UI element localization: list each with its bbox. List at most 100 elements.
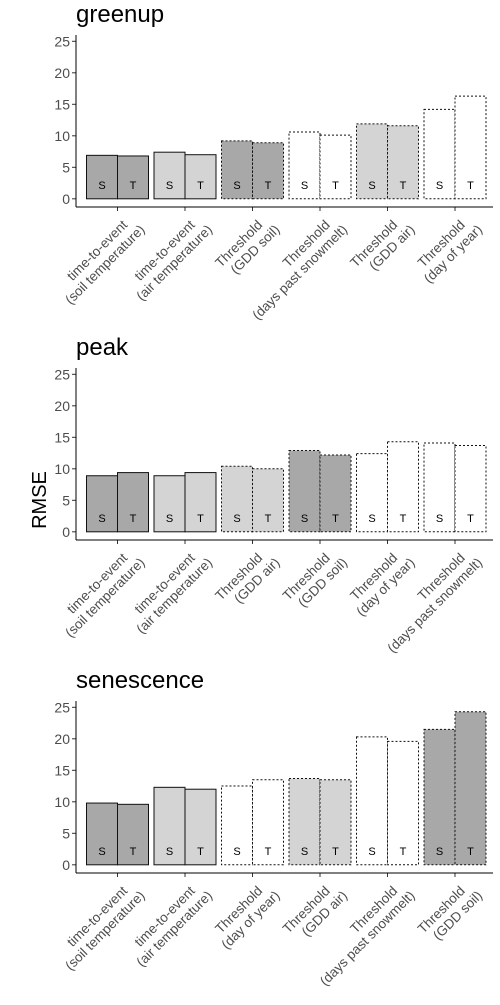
bar xyxy=(252,142,284,200)
bar-label: S xyxy=(166,180,173,192)
bar xyxy=(86,475,118,533)
bar xyxy=(153,151,186,200)
bar-label: S xyxy=(98,180,105,192)
bar-label: T xyxy=(130,180,137,192)
y-tick-label: 25 xyxy=(54,366,70,382)
panel-title: senescence xyxy=(76,667,204,694)
y-tick-label: 0 xyxy=(62,857,70,873)
y-tick-label: 20 xyxy=(54,398,70,414)
bar-label: T xyxy=(197,846,204,858)
panel-title: peak xyxy=(76,334,129,361)
bar-label: S xyxy=(233,513,240,525)
bar-label: S xyxy=(98,513,105,525)
bar xyxy=(423,728,456,866)
bar-label: T xyxy=(400,846,407,858)
y-tick-label: 20 xyxy=(54,731,70,747)
y-tick-label: 10 xyxy=(54,128,70,144)
bar-label: T xyxy=(467,513,474,525)
y-tick-label: 0 xyxy=(62,524,70,540)
bar xyxy=(184,154,217,200)
bar-label: T xyxy=(332,180,339,192)
bar-label: T xyxy=(197,180,204,192)
y-tick-label: 25 xyxy=(54,33,70,49)
bar xyxy=(252,779,284,866)
bar-label: T xyxy=(467,846,474,858)
x-tick-label: Threshold(GDD soil) xyxy=(415,877,485,947)
x-tick-label: Threshold(GDD soil) xyxy=(280,544,350,614)
bar xyxy=(454,444,487,533)
bar-label: S xyxy=(166,513,173,525)
bar-label: S xyxy=(98,846,105,858)
bar-label: S xyxy=(233,180,240,192)
bar xyxy=(387,125,419,200)
bar xyxy=(117,155,149,200)
y-tick-label: 5 xyxy=(62,159,70,175)
y-tick-label: 15 xyxy=(54,96,70,112)
bar xyxy=(454,95,487,200)
bar-label: S xyxy=(368,513,375,525)
bar-label: S xyxy=(301,846,308,858)
bar-label: S xyxy=(368,180,375,192)
bar xyxy=(117,472,149,533)
bar-label: T xyxy=(332,846,339,858)
bar xyxy=(86,154,118,200)
bar xyxy=(86,802,118,866)
bar xyxy=(221,465,253,533)
bar xyxy=(153,475,186,533)
bar xyxy=(356,123,388,200)
bar xyxy=(423,442,456,533)
bar xyxy=(356,736,388,866)
bar-label: S xyxy=(301,180,308,192)
bar-label: T xyxy=(400,180,407,192)
bar-label: T xyxy=(467,180,474,192)
y-axis-label: RMSE xyxy=(29,471,51,529)
bar-label: T xyxy=(265,180,272,192)
bar-label: S xyxy=(436,180,443,192)
bar xyxy=(319,134,352,200)
bar xyxy=(221,785,253,866)
y-tick-label: 10 xyxy=(54,794,70,810)
bar xyxy=(184,472,217,533)
bar xyxy=(454,711,487,866)
bar xyxy=(221,140,253,200)
y-tick-label: 15 xyxy=(54,429,70,445)
bar-label: T xyxy=(265,513,272,525)
bar-label: T xyxy=(130,846,137,858)
bar-label: S xyxy=(436,513,443,525)
y-tick-label: 15 xyxy=(54,762,70,778)
bar-label: S xyxy=(166,846,173,858)
y-tick-label: 10 xyxy=(54,461,70,477)
x-tick-label: Threshold(day of year) xyxy=(207,877,282,952)
bar xyxy=(288,131,321,200)
bar-label: S xyxy=(233,846,240,858)
bar xyxy=(252,468,284,533)
bar-label: T xyxy=(130,513,137,525)
y-tick-label: 5 xyxy=(62,492,70,508)
bar xyxy=(117,803,149,866)
x-tick-label: Threshold(GDD soil) xyxy=(212,211,282,281)
bar xyxy=(387,441,419,533)
bar xyxy=(423,108,456,200)
bar-label: T xyxy=(332,513,339,525)
bar xyxy=(387,740,419,866)
bar xyxy=(356,453,388,533)
bar-label: T xyxy=(400,513,407,525)
x-tick-label: Threshold(day of year) xyxy=(342,544,417,619)
y-tick-label: 0 xyxy=(62,191,70,207)
bar-label: S xyxy=(368,846,375,858)
x-tick-label: Threshold(GDD air) xyxy=(212,544,282,614)
bar-label: T xyxy=(197,513,204,525)
bar xyxy=(288,777,321,866)
bar-label: S xyxy=(436,846,443,858)
bar-label: T xyxy=(265,846,272,858)
panel-title: greenup xyxy=(76,1,164,28)
bar-label: S xyxy=(301,513,308,525)
bar xyxy=(288,450,321,533)
bar xyxy=(319,454,352,533)
bar xyxy=(184,788,217,866)
x-tick-label: Threshold(GDD air) xyxy=(280,877,350,947)
bar xyxy=(319,779,352,866)
y-tick-label: 25 xyxy=(54,699,70,715)
